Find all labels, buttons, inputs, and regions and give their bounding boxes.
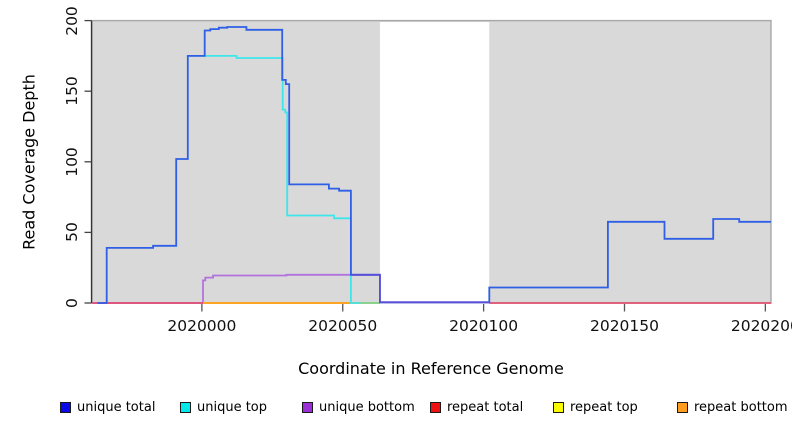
- y-tick-label: 200: [63, 5, 81, 36]
- x-tick-label: 2020150: [589, 317, 659, 335]
- y-axis-title: Read Coverage Depth: [19, 74, 39, 250]
- x-tick-label: 2020000: [167, 317, 237, 335]
- y-tick-label: 50: [63, 222, 81, 243]
- legend-label: unique top: [197, 400, 268, 415]
- y-tick-label: 150: [63, 76, 81, 106]
- x-tick-label: 2020050: [308, 317, 378, 335]
- legend-swatch-icon: [677, 402, 688, 413]
- x-tick-label: 2020100: [449, 317, 519, 335]
- series-line-unique-bottom: [92, 273, 351, 304]
- y-tick-label: 0: [63, 298, 81, 308]
- x-axis-title: Coordinate in Reference Genome: [298, 359, 564, 378]
- legend-label: unique bottom: [319, 400, 415, 415]
- series-line-unique-top: [187, 55, 361, 304]
- gap-region: [379, 22, 490, 304]
- legend-swatch-icon: [430, 402, 441, 413]
- legend-label: repeat bottom: [694, 400, 788, 415]
- unique-total-over-unique-bottom-overlap: [350, 273, 490, 304]
- y-tick-label: 100: [63, 147, 81, 177]
- legend-label: unique total: [77, 400, 156, 415]
- legend-label: repeat total: [447, 400, 524, 415]
- legend-swatch-icon: [180, 402, 191, 413]
- legend-swatch-icon: [553, 402, 564, 413]
- series-line-unique-total: [97, 26, 771, 304]
- legend-swatch-icon: [302, 402, 313, 413]
- legend-label: repeat top: [570, 400, 638, 415]
- legend-swatch-icon: [60, 402, 71, 413]
